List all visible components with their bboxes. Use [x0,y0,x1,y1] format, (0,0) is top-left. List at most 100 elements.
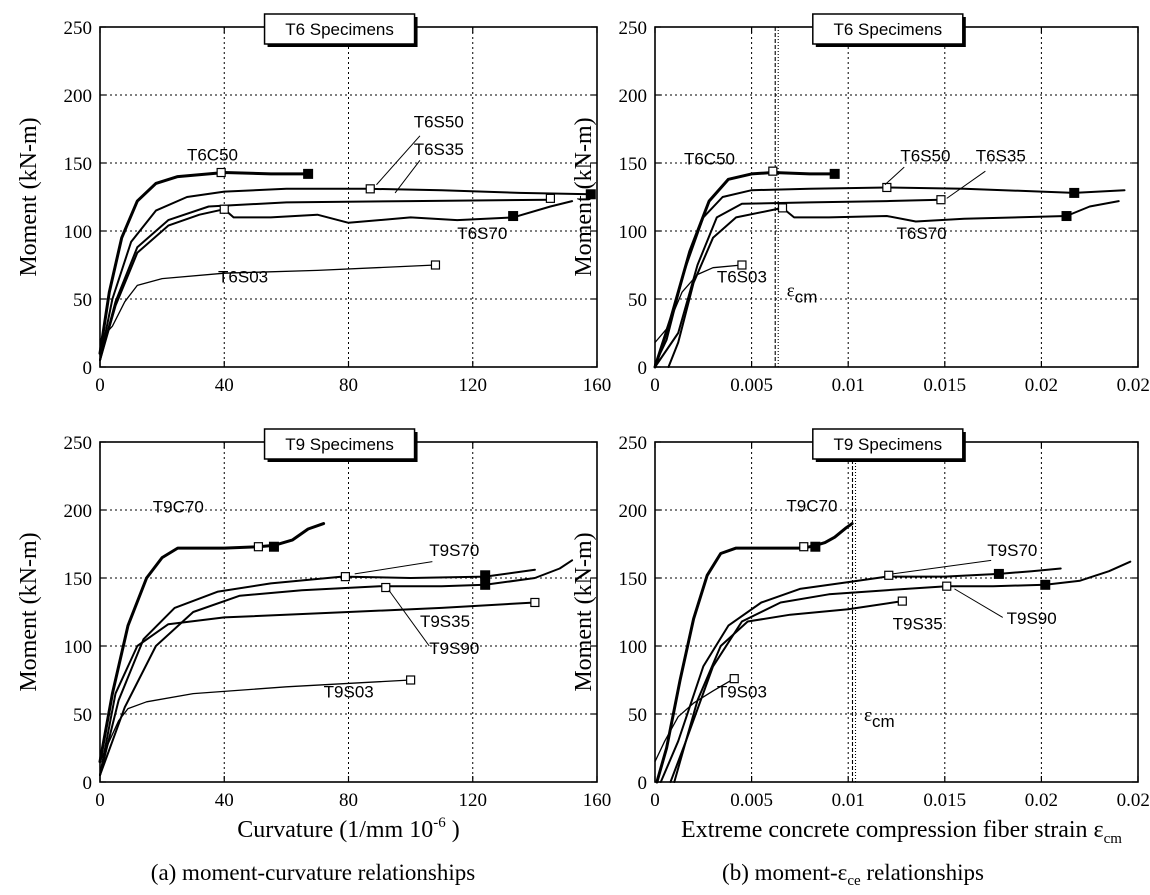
y-tick-label: 100 [64,222,93,243]
x-tick-label: 120 [459,790,488,811]
marker-open-t6s03 [430,260,441,270]
y-tick-label: 200 [64,501,93,522]
y-tick-label: 0 [638,773,648,794]
series-label-t6s03: T6S03 [717,268,767,287]
series-label-t9c70: T9C70 [786,496,837,515]
x-tick-label: 0.015 [923,790,966,811]
y-tick-label: 200 [64,86,93,107]
marker-filled-t6c50 [303,168,314,179]
title-box [812,428,964,460]
reference-line-symbol: ε [864,705,872,726]
caption-right-suffix: relationships [861,860,984,885]
marker-open-t6s50 [365,184,375,194]
y-tick-label: 100 [64,637,93,658]
x-tick-label: 0.01 [832,375,865,396]
annotation-arrow [376,135,421,186]
series-label-t9s90: T9S90 [1007,609,1057,628]
y-axis-label: Moment (kN-m) [571,532,597,691]
x-axis-label-sup: -6 [433,815,446,831]
series-line-t9c70 [655,522,854,784]
marker-open-t9s70 [884,570,894,580]
chart-title: T6 Specimens [833,20,942,39]
x-tick-label: 0.005 [730,790,773,811]
x-tick-label: 160 [583,790,612,811]
marker-open-t6s70 [219,204,229,214]
annotation-arrow [354,561,433,575]
y-tick-label: 250 [619,433,648,454]
x-axis-label: Curvature (1/mm 10-6 ) [237,815,459,843]
series-line-t6s50 [654,186,1126,366]
caption-left: (a) moment-curvature relationships [151,860,475,885]
y-axis-label: Moment (kN-m) [16,117,42,276]
reference-line-label: εcm [787,280,818,306]
x-tick-label: 80 [339,790,358,811]
chart-title: T6 Specimens [285,20,394,39]
title-box [812,13,964,45]
x-tick-label: 0.005 [730,375,773,396]
y-tick-label: 50 [73,705,92,726]
reference-line-sub: cm [872,712,895,731]
y-tick-label: 50 [628,705,647,726]
marker-open-t6s50 [882,182,892,193]
x-tick-label: 0.015 [923,375,966,396]
marker-open-t6c50 [216,167,226,178]
x-tick-label: 0 [650,375,660,396]
marker-filled-t9c70 [810,541,821,552]
chart-title: T9 Specimens [833,435,942,454]
marker-filled-t9c70 [268,541,279,552]
reference-line-sub: cm [795,287,818,306]
series-line-t9s35 [673,600,904,783]
series-line-t9c70 [98,522,326,764]
marker-open-t6s35 [936,195,946,205]
series-label-t6c50: T6C50 [187,145,238,164]
x-tick-label: 0.025 [1117,790,1150,811]
x-axis-label-end: ) [446,817,460,843]
series-label-t6s70: T6S70 [457,224,507,243]
plot-frame [654,441,1139,783]
annotation-arrow [394,159,421,194]
reference-line-label: εcm [864,705,895,731]
series-line-t6s03 [99,264,437,341]
series-label-t6c50: T6C50 [684,149,735,168]
series-label-t6s50: T6S50 [900,147,950,166]
marker-open-t9s70 [340,572,350,582]
y-tick-label: 150 [64,154,93,175]
annotation-arrow [884,166,905,186]
marker-filled-t6s50 [585,189,596,200]
caption-right-sub: ce [847,873,861,889]
marker-filled-t9s90 [1040,579,1051,590]
series-label-t6s70: T6S70 [897,224,947,243]
marker-open-t6s03 [737,260,747,270]
x-tick-label: 0.025 [1117,375,1150,396]
y-axis-label: Moment (kN-m) [571,117,597,276]
x-axis-label-main: Curvature (1/mm 10 [237,817,433,843]
x-tick-label: 80 [339,375,358,396]
marker-open-t9s35 [530,597,540,608]
series-label-t9s90: T9S90 [429,639,479,658]
x-axis-label: Extreme concrete compression fiber strai… [681,817,1122,847]
series-label-t6s50: T6S50 [414,113,464,132]
x-axis-label-symbol: ε [1094,817,1104,843]
y-tick-label: 100 [619,637,648,658]
y-tick-label: 0 [83,358,93,379]
y-tick-label: 200 [619,86,648,107]
series-label-t9c70: T9C70 [153,498,204,517]
y-tick-label: 250 [64,18,93,39]
x-tick-label: 0 [95,375,105,396]
chart-title: T9 Specimens [285,435,394,454]
y-tick-label: 150 [619,154,648,175]
series-line-t9s90 [669,560,1132,783]
series-label-t9s70: T9S70 [987,541,1037,560]
title-box [263,13,416,45]
x-tick-label: 160 [583,375,612,396]
annotation-arrow [892,559,992,575]
x-tick-label: 0.01 [832,790,865,811]
series-label-t6s35: T6S35 [976,147,1026,166]
y-tick-label: 100 [619,222,648,243]
x-tick-label: 120 [459,375,488,396]
series-line-t9s35 [99,601,536,777]
series-label-t6s03: T6S03 [218,268,268,287]
marker-open-t6s70 [777,203,788,213]
panel-t6-moment-strain: 0 0.005 0.01 0.015 0.02 0.025 0 50 100 150 200 250 ε… [571,13,1150,396]
series-label-t9s03: T9S03 [717,683,767,702]
